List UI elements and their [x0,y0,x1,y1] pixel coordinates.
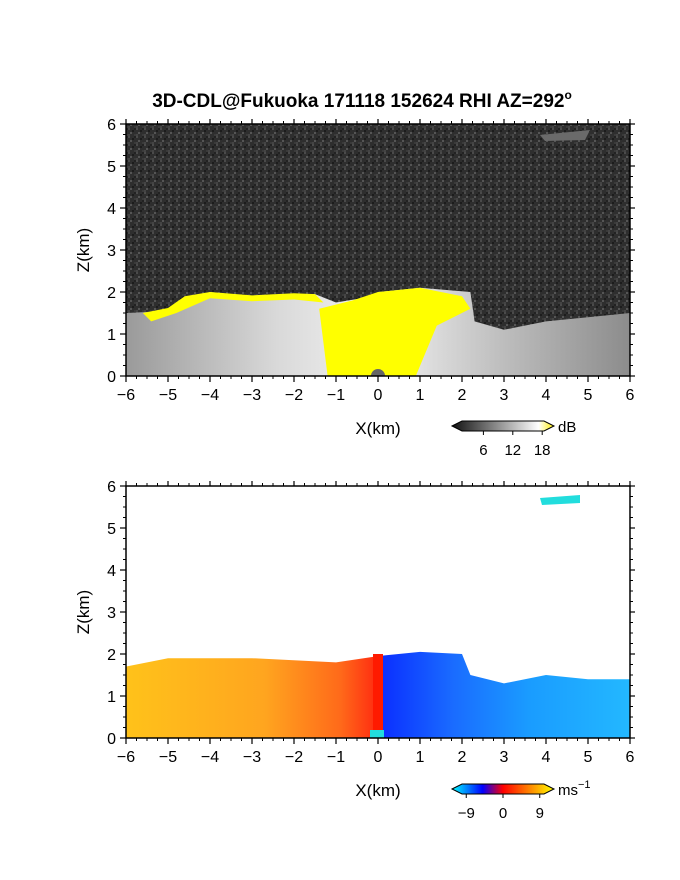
colorbar-tick-label: 6 [479,442,487,459]
x-tick-label: −3 [243,749,261,766]
intensity-colorbar-bar [450,420,556,432]
x-tick-label: 6 [626,749,635,766]
x-tick-label: −6 [117,387,135,404]
colorbar-tick-label: −9 [458,805,475,822]
y-tick-label: 3 [107,605,116,622]
intensity-y-label: Z(km) [74,228,93,272]
colorbar-tick-label: 12 [504,442,521,459]
intensity-gray-region [126,292,378,376]
colorbar-tick-label: 18 [534,442,551,459]
y-tick-label: 4 [107,563,116,580]
x-tick-label: 1 [416,749,425,766]
intensity-y-ticks: 0 1 2 3 4 5 6 [107,117,635,386]
x-tick-label: 0 [374,387,383,404]
y-tick-label: 0 [107,731,116,748]
velocity-colorbar-bar [450,783,556,795]
x-tick-label: 4 [542,387,551,404]
colorbar-tick-label: 9 [536,805,544,822]
y-tick-label: 2 [107,285,116,302]
x-tick-label: −1 [327,387,345,404]
y-tick-label: 0 [107,369,116,386]
x-tick-label: 1 [416,387,425,404]
x-tick-label: 3 [500,387,509,404]
x-tick-label: −2 [285,387,303,404]
intensity-x-ticks: −6 −5 −4 −3 −2 −1 0 1 2 3 4 5 6 [117,119,635,404]
x-tick-label: −4 [201,387,219,404]
x-tick-label: 2 [458,387,467,404]
x-tick-label: 6 [626,387,635,404]
velocity-negative-region [378,651,630,738]
y-tick-label: 4 [107,201,116,218]
velocity-x-ticks: −6 −5 −4 −3 −2 −1 0 1 2 3 4 5 6 [117,481,635,766]
y-tick-label: 1 [107,327,116,344]
intensity-saturated-top [142,292,324,322]
x-tick-label: 3 [500,749,509,766]
y-tick-label: 6 [107,479,116,496]
x-tick-label: −6 [117,749,135,766]
colorbar-tick-label: 0 [499,805,507,822]
intensity-colorbar: 6 12 18 dB [450,419,576,459]
radar-site-marker [371,369,385,376]
x-tick-label: 5 [584,749,593,766]
y-tick-label: 6 [107,117,116,134]
x-tick-label: 5 [584,387,593,404]
x-tick-label: 0 [374,749,383,766]
velocity-site-marker [370,730,384,738]
y-tick-label: 5 [107,521,116,538]
x-tick-label: −5 [159,387,177,404]
velocity-near-zero-band [373,654,383,730]
upper-noise-feature [540,130,590,141]
velocity-colorbar: −9 0 9 ms−1 [450,779,591,822]
intensity-x-label: X(km) [355,419,400,438]
y-tick-label: 5 [107,159,116,176]
x-tick-label: −3 [243,387,261,404]
intensity-saturated-region [319,287,471,376]
velocity-colorbar-unit: ms−1 [558,779,591,799]
intensity-colorbar-ticks: 6 12 18 [479,431,551,459]
x-tick-label: −1 [327,749,345,766]
velocity-positive-region [126,656,378,738]
y-tick-label: 2 [107,647,116,664]
velocity-colorbar-ticks: −9 0 9 [458,794,544,822]
x-tick-label: −2 [285,749,303,766]
x-tick-label: −5 [159,749,177,766]
x-tick-label: −4 [201,749,219,766]
x-tick-label: 2 [458,749,467,766]
y-tick-label: 1 [107,689,116,706]
intensity-field [126,130,630,376]
velocity-field [126,495,630,738]
velocity-y-label: Z(km) [74,590,93,634]
velocity-y-ticks: 0 1 2 3 4 5 6 [107,479,635,748]
y-tick-label: 3 [107,243,116,260]
chart-title: 3D-CDL@Fukuoka 171118 152624 RHI AZ=292o [152,88,572,112]
x-tick-label: 4 [542,749,551,766]
velocity-upper-cluster [540,495,580,505]
velocity-x-label: X(km) [355,781,400,800]
intensity-colorbar-unit: dB [558,419,576,436]
